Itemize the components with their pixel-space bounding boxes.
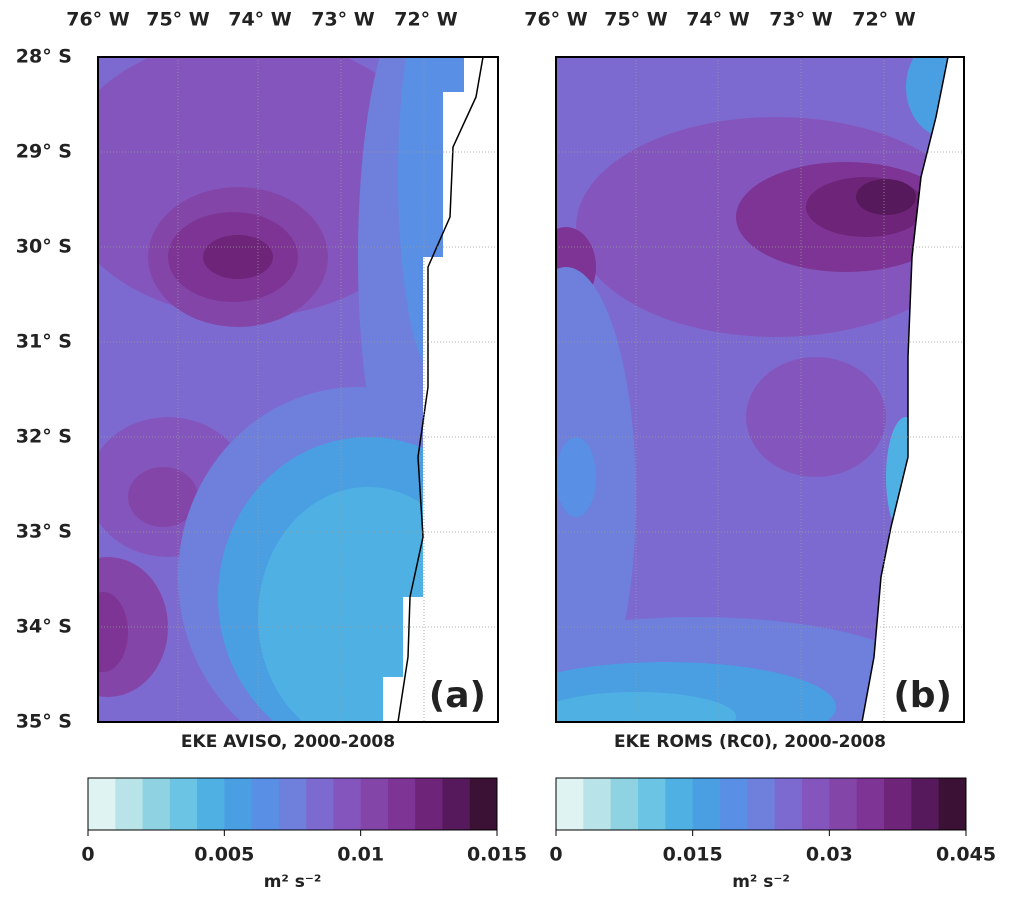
panel-label: (b) bbox=[893, 675, 952, 716]
colorbar-tick-label: 0.005 bbox=[194, 844, 254, 866]
colorbar-swatch bbox=[88, 778, 116, 830]
colorbar-swatch bbox=[115, 778, 144, 830]
map-b bbox=[556, 57, 964, 722]
colorbar-frame bbox=[555, 777, 967, 831]
lat-tick-label: 29° S bbox=[16, 141, 72, 163]
colorbar-tick-label: 0.03 bbox=[806, 844, 853, 866]
lon-tick-label: 75° W bbox=[146, 9, 210, 31]
colorbar-swatch bbox=[884, 778, 912, 830]
frame-a bbox=[97, 56, 499, 723]
map-a bbox=[98, 57, 498, 722]
lon-tick-label: 72° W bbox=[852, 9, 916, 31]
colorbar-swatch bbox=[469, 778, 498, 830]
colorbar-swatch bbox=[251, 778, 280, 830]
frame-b bbox=[555, 56, 965, 723]
colorbar-unit: m² s⁻² bbox=[264, 872, 322, 892]
lon-tick-label: 75° W bbox=[604, 9, 668, 31]
colorbar-swatch bbox=[720, 778, 748, 830]
colorbar-tick-label: 0 bbox=[81, 844, 94, 866]
colorbar-swatch bbox=[442, 778, 471, 830]
colorbar-swatch bbox=[802, 778, 830, 830]
colorbar-swatch bbox=[278, 778, 307, 830]
colorbar-swatch bbox=[387, 778, 416, 830]
lat-tick-label: 35° S bbox=[16, 711, 72, 733]
colorbar-swatch bbox=[142, 778, 171, 830]
lat-tick-label: 30° S bbox=[16, 236, 72, 258]
lon-tick-label: 72° W bbox=[394, 9, 458, 31]
colorbar-swatch bbox=[665, 778, 694, 830]
lon-tick-label: 74° W bbox=[686, 9, 750, 31]
colorbar-swatch bbox=[938, 778, 967, 830]
colorbar-tick-label: 0 bbox=[549, 844, 562, 866]
colorbar-tick-label: 0.045 bbox=[936, 844, 996, 866]
colorbar-tick-label: 0.01 bbox=[337, 844, 384, 866]
caption: EKE ROMS (RC0), 2000-2008 bbox=[614, 732, 886, 752]
lon-tick-label: 73° W bbox=[769, 9, 833, 31]
colorbar-swatch bbox=[911, 778, 940, 830]
colorbar-swatch bbox=[856, 778, 885, 830]
colorbar-swatch bbox=[197, 778, 225, 830]
colorbar-unit: m² s⁻² bbox=[732, 872, 790, 892]
colorbar-swatch bbox=[556, 778, 584, 830]
colorbar-swatch bbox=[224, 778, 253, 830]
colorbar-swatch bbox=[306, 778, 334, 830]
caption: EKE AVISO, 2000-2008 bbox=[181, 732, 395, 752]
colorbar-swatch bbox=[747, 778, 776, 830]
colorbar-tick-label: 0.015 bbox=[467, 844, 527, 866]
lat-tick-label: 28° S bbox=[16, 46, 72, 68]
colorbar-swatch bbox=[415, 778, 443, 830]
colorbar-frame bbox=[87, 777, 498, 831]
colorbar-tick-label: 0.015 bbox=[663, 844, 723, 866]
colorbar-swatch bbox=[774, 778, 803, 830]
lon-tick-label: 76° W bbox=[524, 9, 588, 31]
lat-tick-label: 34° S bbox=[16, 616, 72, 638]
lat-tick-label: 33° S bbox=[16, 521, 72, 543]
colorbar-swatch bbox=[169, 778, 198, 830]
colorbar-swatch bbox=[360, 778, 389, 830]
lon-tick-label: 76° W bbox=[66, 9, 130, 31]
panel-label: (a) bbox=[429, 675, 486, 716]
lat-tick-label: 31° S bbox=[16, 331, 72, 353]
colorbar-swatch bbox=[829, 778, 858, 830]
colorbar-swatch bbox=[638, 778, 666, 830]
colorbar-swatch bbox=[610, 778, 639, 830]
colorbar-swatch bbox=[583, 778, 612, 830]
lon-tick-label: 73° W bbox=[311, 9, 375, 31]
lon-tick-label: 74° W bbox=[228, 9, 292, 31]
colorbar-swatch bbox=[333, 778, 362, 830]
colorbar-swatch bbox=[692, 778, 721, 830]
lat-tick-label: 32° S bbox=[16, 426, 72, 448]
